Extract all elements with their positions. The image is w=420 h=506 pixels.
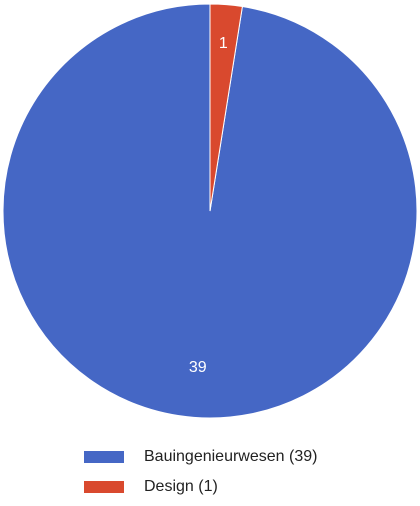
- slice-value-label-bauingenieurwesen: 39: [189, 359, 207, 376]
- legend-label-design: Design (1): [144, 478, 218, 495]
- slice-value-label-design: 1: [219, 35, 228, 52]
- legend-swatch-design: [84, 481, 124, 493]
- pie-chart: 39 1: [2, 3, 418, 419]
- legend-label-bauingenieurwesen: Bauingenieurwesen (39): [144, 448, 318, 465]
- legend-item-design[interactable]: Design (1): [84, 476, 317, 498]
- legend-item-bauingenieurwesen[interactable]: Bauingenieurwesen (39): [84, 446, 317, 468]
- pie-slice-design[interactable]: [209, 3, 243, 212]
- legend: Bauingenieurwesen (39) Design (1): [84, 446, 317, 506]
- legend-swatch-bauingenieurwesen: [84, 451, 124, 463]
